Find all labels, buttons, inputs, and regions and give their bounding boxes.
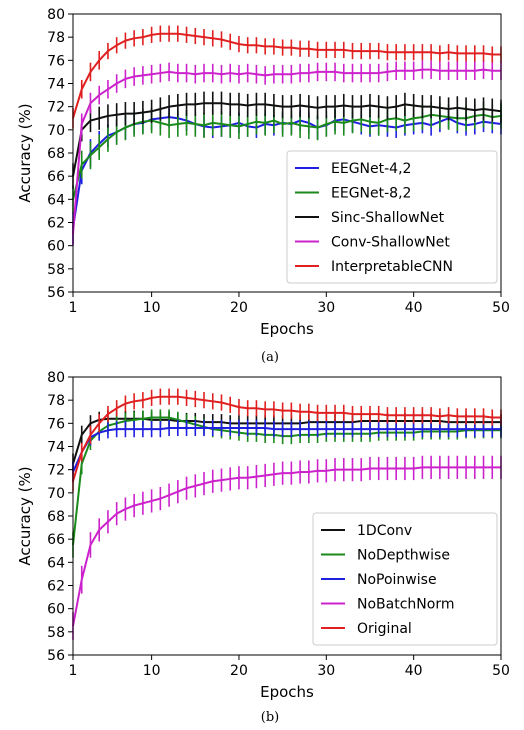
panel-a-y-tick-label: 70: [47, 123, 65, 139]
panel-b-y-tick-label: 60: [47, 602, 65, 618]
panel-b-y-tick-label: 66: [47, 532, 65, 548]
panel-a-x-tick-label: 20: [230, 300, 248, 316]
panel-b-caption: (b): [261, 710, 279, 725]
panel-a-y-tick-label: 72: [47, 100, 65, 116]
panel-a-line-EEGNet-8,2: [72, 113, 502, 200]
panel-a-legend-box: [286, 150, 498, 284]
panel-a-line-Conv-ShallowNet: [72, 68, 501, 235]
panel-b-y-tick-label: 64: [47, 555, 65, 571]
panel-b-legend-label: Original: [357, 621, 412, 637]
panel-b-x-tick-label: 40: [405, 663, 423, 679]
panel-b-y-tick-label: 74: [47, 440, 65, 456]
panel-b-legend-label: 1DConv: [357, 523, 412, 539]
panel-a-legend: EEGNet-4,2 EEGNet-8,2 Sinc-ShallowNet Conv-…: [286, 150, 498, 284]
panel-a-y-tick-label: 62: [47, 216, 65, 232]
panel-a-y-tick-label: 58: [47, 262, 65, 278]
panel-b-legend-label: NoBatchNorm: [357, 597, 454, 613]
panel-b-line-1DConv: [72, 417, 501, 465]
panel-a-y-tick-label: 66: [47, 169, 65, 185]
panel-a-x-axis-title: Epochs: [260, 320, 314, 338]
panel-b-legend-label: NoDepthwise: [357, 548, 450, 564]
panel-b-x-tick-label: 1: [69, 663, 78, 679]
panel-b-y-tick-label: 58: [47, 625, 65, 641]
panel-b-chart: (b) 56 58 60 62 64 66 68 70 72 74 76 78 80 1 10 20 30 40 5…: [16, 370, 510, 725]
panel-a-x-tick-label: 10: [143, 300, 161, 316]
panel-b-x-tick-label: 50: [492, 663, 510, 679]
panel-a-x-tick-label: 50: [492, 300, 510, 316]
panel-a-line-Sinc-ShallowNet: [72, 102, 502, 177]
panel-b-line-NoBatchNorm: [72, 466, 501, 627]
panel-a-x-tick-label: 30: [317, 300, 335, 316]
panel-b-y-tick-label: 78: [47, 393, 65, 409]
panel-a-line-InterpretableCNN: [72, 32, 501, 119]
panel-a-y-tick-label: 68: [47, 146, 65, 162]
panel-b-y-tick-label: 56: [47, 648, 65, 664]
panel-b-line-NoDepthwise: [72, 416, 501, 546]
panel-a-y-tick-label: 64: [47, 192, 65, 208]
panel-b-x-tick-label: 30: [317, 663, 335, 679]
panel-a-legend-label: Conv-ShallowNet: [331, 235, 450, 251]
panel-a-series-Conv-ShallowNet: [72, 60, 502, 246]
panel-b-x-tick-label: 20: [230, 663, 248, 679]
panel-b-line-NoPoinwise: [72, 426, 501, 473]
panel-a-y-axis-title: Accuracy (%): [16, 103, 34, 202]
panel-a-y-tick-label: 56: [47, 285, 65, 301]
panel-a-x-tick-label: 40: [405, 300, 423, 316]
panel-a-y-tick-label: 76: [47, 53, 65, 69]
panel-b-y-tick-label: 70: [47, 486, 65, 502]
panel-b-legend: 1DConv NoDepthwise NoPoinwise NoBatchNorm Or…: [312, 512, 498, 646]
panel-b-series-Original: [72, 388, 502, 492]
panel-a-chart: (a) 56 58 60 62 64 66 68 70 72 74 76 78 80 1 10 20 30 40 5…: [16, 7, 510, 365]
panel-a-legend-label: EEGNet-4,2: [331, 161, 411, 177]
panel-a-legend-label: EEGNet-8,2: [331, 186, 411, 202]
panel-a-y-tick-label: 60: [47, 239, 65, 255]
panel-b-y-tick-label: 76: [47, 416, 65, 432]
panel-b-y-tick-label: 62: [47, 579, 65, 595]
panel-b-y-tick-label: 80: [47, 370, 65, 386]
panel-a-y-tick-label: 80: [47, 7, 65, 23]
panel-b-y-axis-title: Accuracy (%): [16, 466, 34, 565]
panel-a-series-Sinc-ShallowNet: [72, 91, 502, 189]
panel-b-legend-box: [312, 512, 498, 646]
panel-b-legend-label: NoPoinwise: [357, 572, 437, 588]
panel-a-caption: (a): [261, 350, 279, 365]
panel-b-y-tick-label: 72: [47, 463, 65, 479]
panel-a-y-tick-label: 78: [47, 30, 65, 46]
panel-b-x-tick-label: 10: [143, 663, 161, 679]
panel-a-x-tick-label: 1: [69, 300, 78, 316]
panel-a-legend-label: Sinc-ShallowNet: [331, 210, 445, 226]
panel-a-legend-label: InterpretableCNN: [331, 259, 453, 275]
panel-b-y-tick-label: 68: [47, 509, 65, 525]
panel-a-y-tick-label: 74: [47, 77, 65, 93]
panel-b-x-axis-title: Epochs: [260, 683, 314, 701]
panel-b-line-Original: [72, 395, 501, 482]
